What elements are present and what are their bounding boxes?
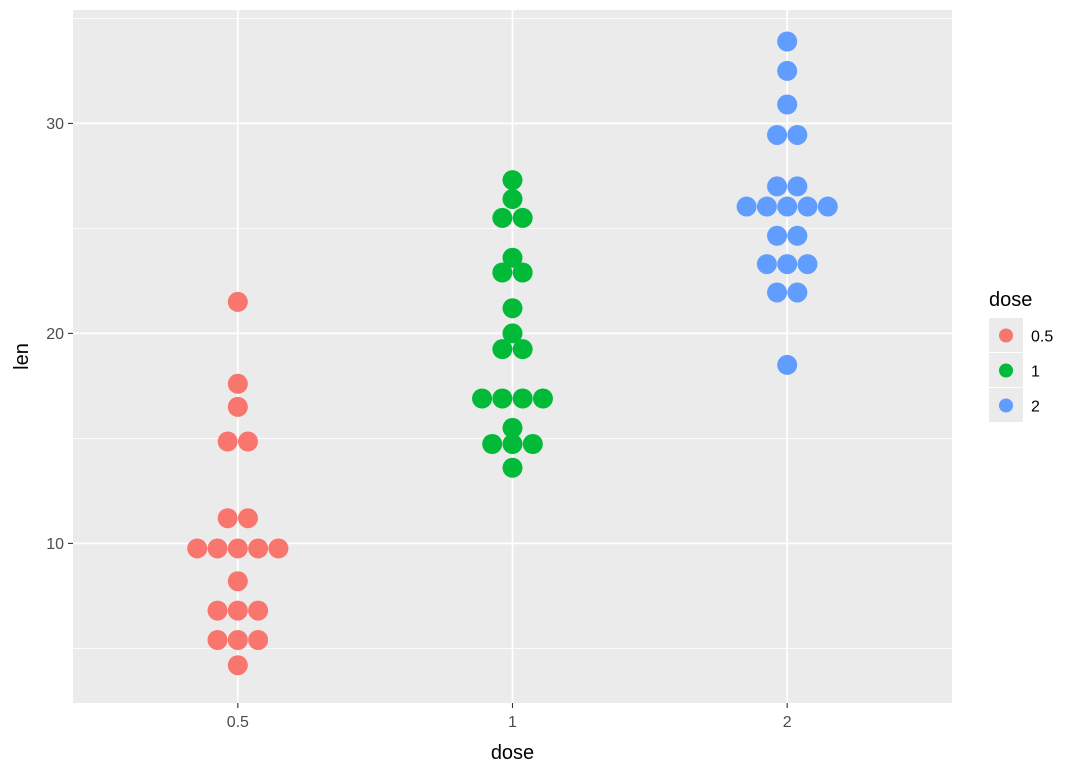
- data-dot: [787, 225, 808, 246]
- data-dot: [492, 388, 513, 409]
- data-dot: [767, 225, 788, 246]
- data-dot: [502, 170, 523, 191]
- data-dot: [492, 207, 513, 228]
- data-dot: [787, 282, 808, 303]
- x-tick-label: 1: [508, 714, 517, 731]
- legend-label: 0.5: [1031, 329, 1053, 346]
- x-tick-label: 2: [783, 714, 792, 731]
- data-dot: [512, 262, 533, 283]
- legend-key-dot: [999, 328, 1013, 343]
- data-dot: [187, 538, 208, 559]
- data-dots: [187, 31, 838, 676]
- y-tick-label: 20: [46, 326, 64, 343]
- data-dot: [787, 124, 808, 145]
- data-dot: [767, 282, 788, 303]
- legend-keys: 0.5 1 2: [989, 318, 1053, 422]
- data-dot: [797, 196, 818, 217]
- data-dot: [227, 600, 248, 621]
- data-dot: [787, 176, 808, 197]
- data-dot: [817, 196, 838, 217]
- data-dot: [482, 434, 503, 454]
- legend-label: 2: [1031, 399, 1040, 416]
- y-axis: 10 20 30: [46, 116, 73, 553]
- data-dot: [502, 247, 523, 268]
- data-dot: [756, 254, 777, 275]
- data-dot: [207, 538, 228, 559]
- data-dot: [492, 262, 513, 283]
- data-dot: [227, 630, 248, 650]
- data-dot: [207, 630, 228, 650]
- data-dot: [227, 373, 248, 394]
- legend-key-dot: [999, 398, 1013, 413]
- data-dot: [248, 538, 269, 559]
- legend-title: dose: [989, 289, 1032, 311]
- data-dot: [268, 538, 289, 559]
- data-dot: [512, 388, 533, 409]
- data-dot: [502, 189, 523, 209]
- legend-label: 1: [1031, 364, 1040, 381]
- legend: dose 0.5 1 2: [989, 289, 1053, 422]
- data-dot: [777, 60, 798, 81]
- data-dot: [227, 571, 248, 592]
- data-dot: [767, 124, 788, 145]
- data-dot: [512, 339, 533, 360]
- y-tick-label: 30: [46, 116, 64, 133]
- data-dot: [472, 388, 493, 409]
- data-dot: [736, 196, 757, 217]
- data-dot: [237, 508, 258, 529]
- data-dot: [777, 31, 798, 52]
- data-dot: [237, 431, 258, 452]
- data-dot: [512, 207, 533, 228]
- data-dot: [502, 457, 523, 478]
- x-axis-title: dose: [491, 742, 534, 764]
- data-dot: [502, 323, 523, 344]
- data-dot: [522, 434, 543, 454]
- data-dot: [492, 339, 513, 360]
- data-dot: [777, 354, 798, 375]
- data-dot: [248, 630, 269, 650]
- data-dot: [248, 600, 269, 621]
- data-dot: [227, 396, 248, 417]
- x-axis: 0.5 1 2: [227, 703, 792, 731]
- y-tick-label: 10: [46, 536, 64, 553]
- data-dot: [227, 291, 248, 312]
- data-dot: [502, 434, 523, 454]
- data-dot: [227, 655, 248, 676]
- data-dot: [227, 538, 248, 559]
- data-dot: [502, 298, 523, 319]
- data-dot: [502, 417, 523, 438]
- data-dot: [217, 431, 238, 452]
- data-dot: [777, 196, 798, 217]
- legend-key-dot: [999, 363, 1013, 378]
- data-dot: [217, 508, 238, 529]
- data-dot: [797, 254, 818, 275]
- data-dot: [756, 196, 777, 217]
- data-dot: [207, 600, 228, 621]
- x-tick-label: 0.5: [227, 714, 249, 731]
- data-dot: [767, 176, 788, 197]
- y-axis-title: len: [11, 343, 33, 370]
- data-dot: [777, 94, 798, 115]
- data-dot: [777, 254, 798, 275]
- data-dot: [532, 388, 553, 409]
